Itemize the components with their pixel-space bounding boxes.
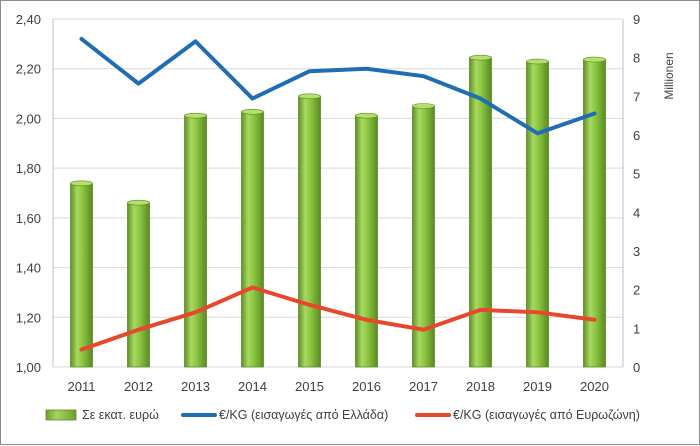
right-tick-label: 9 — [633, 12, 640, 27]
bar-series — [70, 54, 606, 368]
line-greece — [79, 36, 597, 136]
bar-body — [526, 61, 549, 368]
bar-cap — [70, 180, 93, 187]
right-tick-label: 8 — [633, 51, 640, 66]
right-axis-title: Millionen — [662, 52, 676, 99]
x-tick-label: 2013 — [181, 379, 210, 394]
bar-body — [127, 202, 150, 368]
bar — [526, 58, 549, 368]
bar-body — [70, 182, 93, 368]
left-tick-label: 2,00 — [16, 111, 41, 126]
x-tick-label: 2017 — [409, 379, 438, 394]
left-tick-label: 1,00 — [16, 360, 41, 375]
x-tick-label: 2015 — [295, 379, 324, 394]
bar-cap — [526, 58, 549, 65]
bar — [355, 112, 378, 368]
bar-cap — [184, 112, 207, 119]
left-tick-label: 1,20 — [16, 310, 41, 325]
x-tick-label: 2016 — [352, 379, 381, 394]
right-tick-label: 3 — [633, 244, 640, 259]
bar — [127, 199, 150, 368]
bar — [583, 56, 606, 368]
bar-body — [184, 115, 207, 368]
left-tick-label: 1,40 — [16, 261, 41, 276]
bar-cap — [241, 109, 264, 115]
line-series — [79, 36, 597, 352]
bar-cap — [583, 56, 606, 63]
left-tick-label: 2,20 — [16, 62, 41, 77]
bar — [298, 93, 321, 368]
bar-cap — [469, 54, 492, 61]
x-tick-label: 2019 — [523, 379, 552, 394]
line-eurozone — [79, 285, 597, 352]
bar-cap — [355, 112, 378, 119]
bar — [184, 112, 207, 368]
bar-body — [298, 95, 321, 368]
legend-label-bars: Σε εκατ. ευρώ — [82, 408, 159, 422]
bar — [70, 180, 93, 368]
legend-label-greece: €/KG (εισαγωγές από Ελλάδα) — [219, 408, 388, 422]
legend-item-eurozone: €/KG (εισαγωγές από Ευρωζώνη) — [415, 408, 640, 422]
right-tick-label: 0 — [633, 360, 640, 375]
right-tick-label: 2 — [633, 283, 640, 298]
left-axis: 1,00 1,20 1,40 1,60 1,80 2,00 2,20 2,40 — [16, 12, 41, 375]
x-tick-label: 2020 — [580, 379, 609, 394]
legend: Σε εκατ. ευρώ €/KG (εισαγωγές από Ελλάδα… — [45, 408, 640, 422]
right-tick-label: 6 — [633, 128, 640, 143]
legend-label-eurozone: €/KG (εισαγωγές από Ευρωζώνη) — [453, 408, 640, 422]
bar — [412, 103, 435, 368]
right-tick-label: 5 — [633, 167, 640, 182]
right-axis: 0 1 2 3 4 5 6 7 8 9 — [633, 12, 640, 375]
right-tick-label: 1 — [633, 321, 640, 336]
bar — [241, 109, 264, 368]
legend-swatch-bars — [45, 409, 77, 421]
bar — [469, 54, 492, 368]
right-tick-label: 4 — [633, 205, 640, 220]
bar-cap — [127, 199, 150, 206]
bar-cap — [298, 93, 321, 100]
bar-cap — [412, 103, 435, 109]
bar-body — [355, 115, 378, 368]
left-tick-label: 2,40 — [16, 12, 41, 27]
x-axis: 2011 2012 2013 2014 2015 2016 2017 2018 2019 2020 — [68, 379, 609, 394]
legend-item-greece: €/KG (εισαγωγές από Ελλάδα) — [181, 408, 388, 422]
x-tick-label: 2014 — [238, 379, 267, 394]
x-tick-label: 2012 — [124, 379, 153, 394]
left-tick-label: 1,60 — [16, 211, 41, 226]
x-tick-label: 2011 — [68, 379, 96, 394]
bar-body — [241, 111, 264, 368]
right-tick-label: 7 — [633, 89, 640, 104]
left-tick-label: 1,80 — [16, 161, 41, 176]
x-tick-label: 2018 — [466, 379, 495, 394]
legend-item-bars: Σε εκατ. ευρώ — [45, 408, 159, 422]
